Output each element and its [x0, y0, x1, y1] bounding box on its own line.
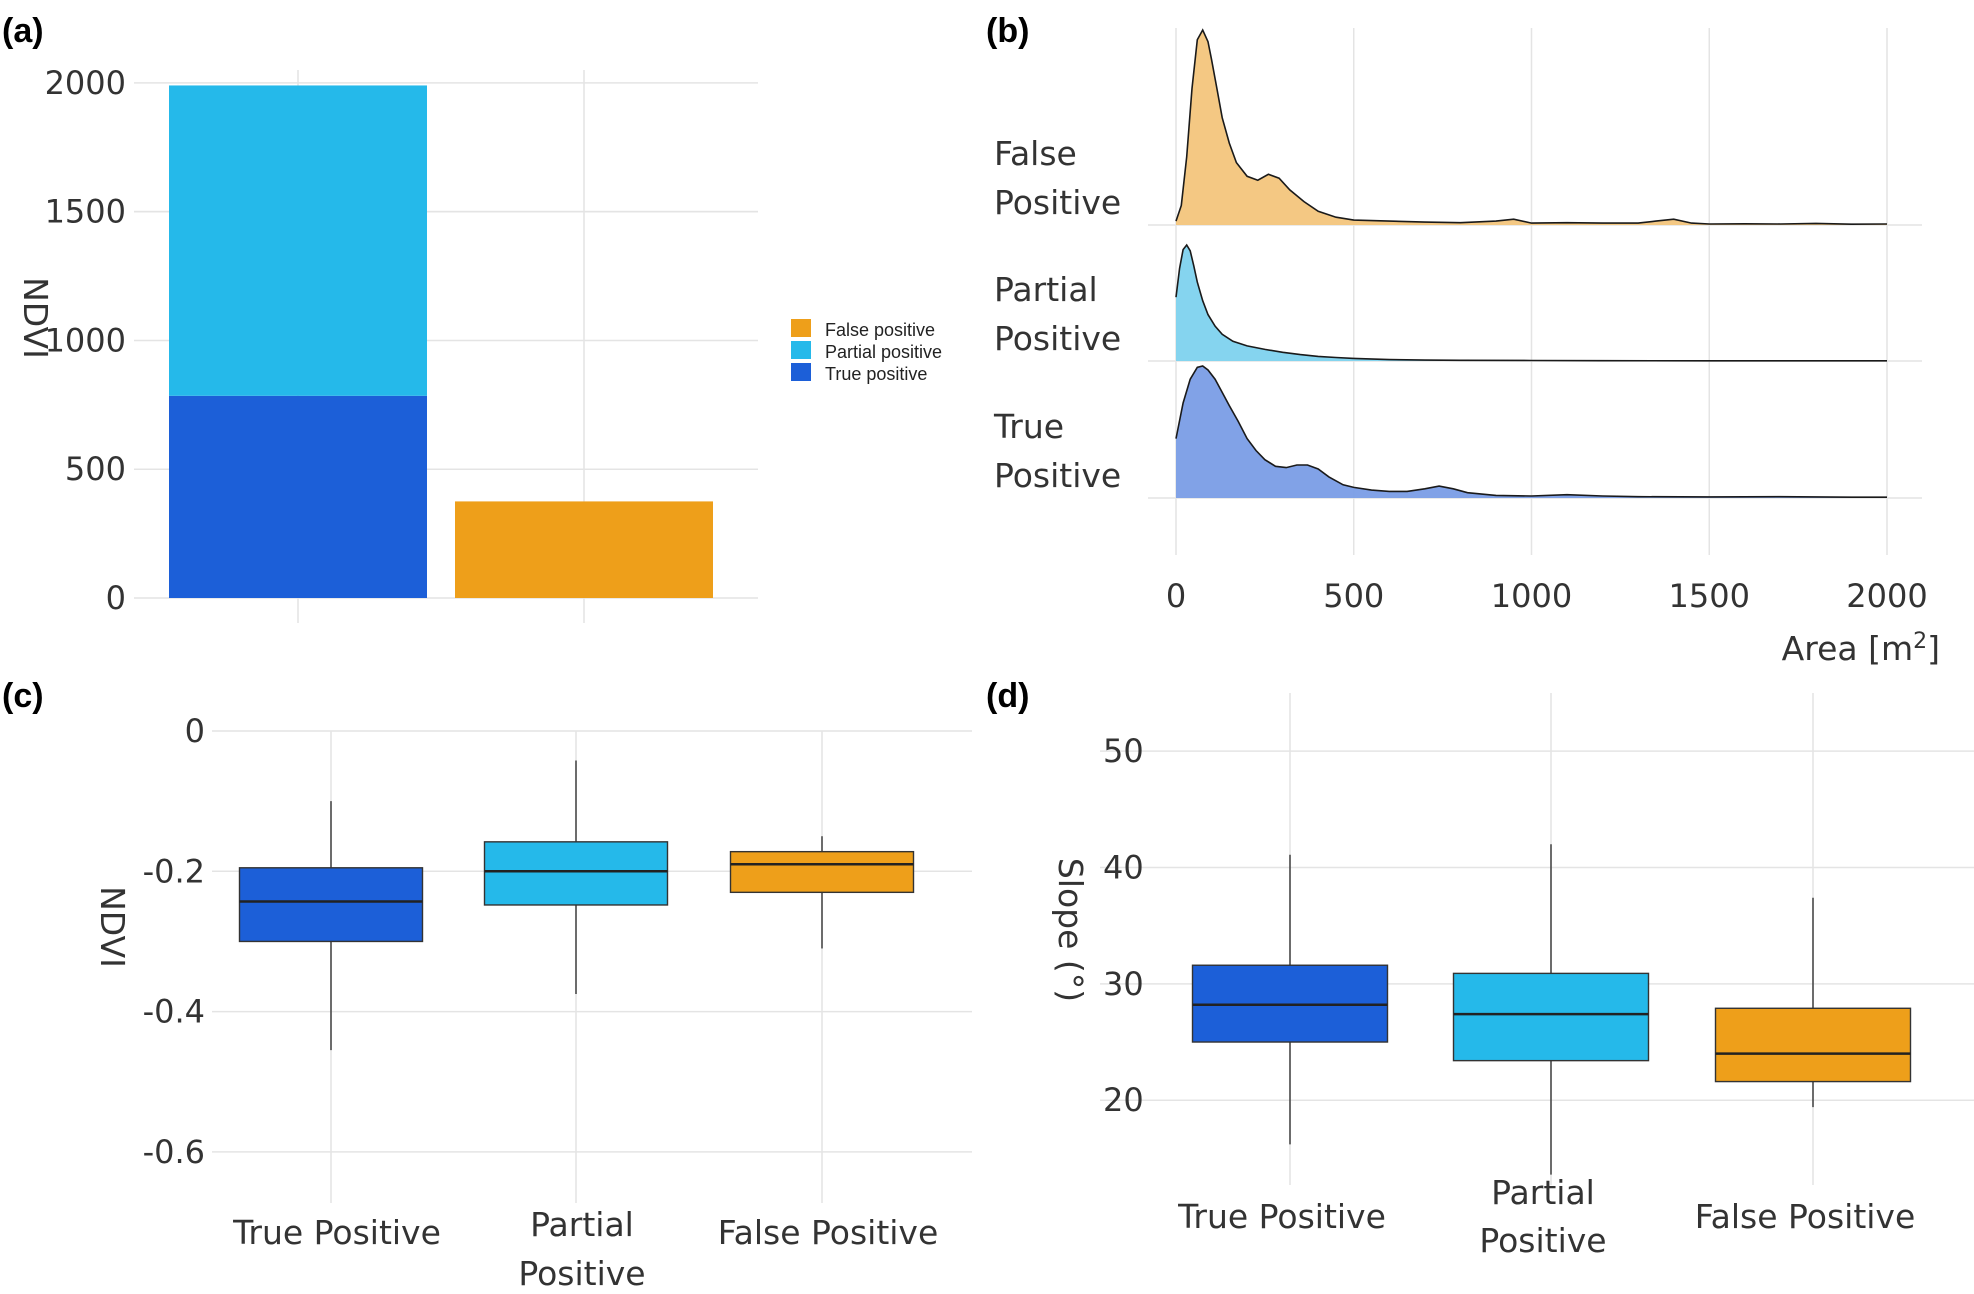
panel-d-category-label: False Positive — [1695, 1197, 1916, 1236]
panel-c-category-label: Partial — [530, 1205, 634, 1244]
panel-d-y-tick-label: 30 — [1103, 965, 1144, 1003]
panel-a-bar-partial-positive — [169, 85, 427, 396]
panel-c-box — [238, 867, 424, 943]
panel-a-bar-false-positive — [455, 501, 713, 598]
panel-b-density-area-1 — [1176, 245, 1887, 361]
panel-b-x-axis-title-main: Area [m — [1782, 629, 1913, 668]
panel-b-x-tick-label: 2000 — [1846, 577, 1927, 615]
panel-a-y-tick-label: 2000 — [45, 64, 126, 102]
panel-d-category-label: Positive — [1479, 1221, 1606, 1260]
panel-b-x-axis-title-end: ] — [1927, 629, 1940, 668]
legend-label-false-positive: False positive — [825, 320, 935, 340]
legend-swatch-false-positive — [791, 319, 811, 337]
panel-label-c: (c) — [2, 677, 44, 715]
panel-c-y-axis-title: NDVI — [93, 886, 132, 968]
panel-d-y-tick-label: 40 — [1103, 849, 1144, 887]
panel-b-ridgeline-density-chart: 0 500 1000 1500 2000 False Positive Partial Posi… — [993, 28, 1928, 615]
panel-c-y-tick-label: -0.6 — [143, 1133, 205, 1171]
panel-d-category-label: True Positive — [1177, 1197, 1386, 1236]
panel-c-category-label: Positive — [518, 1254, 645, 1293]
panel-a-y-tick-label: 1000 — [45, 321, 126, 359]
panel-b-density-area-0 — [1176, 30, 1887, 225]
panel-b-ridge-label: False — [994, 134, 1077, 173]
panel-b-ridge-label: Partial — [994, 270, 1098, 309]
panel-c-box — [483, 841, 669, 906]
panel-c-y-tick-label: -0.4 — [143, 993, 205, 1031]
panel-c-y-tick-label: -0.2 — [143, 852, 205, 890]
panel-a-y-tick-label: 500 — [65, 450, 126, 488]
panel-b-ridge-label: Positive — [994, 183, 1121, 222]
panel-b-ridge-label: Positive — [994, 456, 1121, 495]
panel-label-b: (b) — [986, 12, 1029, 50]
panel-b-density-line-2 — [1175, 365, 1887, 498]
panel-c-category-label: False Positive — [718, 1213, 939, 1252]
panel-d-y-tick-label: 50 — [1103, 732, 1144, 770]
panel-b-x-axis-title-sup: 2 — [1913, 629, 1927, 654]
panel-b-x-tick-label: 1500 — [1669, 577, 1750, 615]
panel-d-box — [1452, 972, 1650, 1062]
panel-a-y-axis-title: NDVI — [16, 277, 55, 359]
panel-a-stacked-bar-chart: 0 500 1000 1500 2000 — [45, 64, 758, 623]
panel-b-density-line-0 — [1175, 28, 1888, 226]
panel-b-ridge-label: True — [993, 407, 1064, 446]
panel-d-box — [1714, 1007, 1912, 1083]
panel-b-x-tick-label: 500 — [1323, 577, 1384, 615]
panel-b-x-axis-title: Area [m2] — [1782, 629, 1940, 668]
panel-c-ndvi-boxplot: 0 -0.2 -0.4 -0.6 True Positive Partial Positiv… — [143, 712, 972, 1293]
panel-d-slope-boxplot: 20 30 40 50 True Positive Partial Positive Fals… — [1100, 693, 1974, 1260]
panel-b-x-tick-label: 0 — [1166, 577, 1186, 615]
panel-a-bar-true-positive — [169, 395, 427, 598]
panel-b-ridge-label: Positive — [994, 319, 1121, 358]
legend-label-partial-positive: Partial positive — [825, 342, 942, 362]
legend-swatch-partial-positive — [791, 341, 811, 359]
panel-a-y-tick-label: 0 — [106, 579, 126, 617]
panel-c-box — [729, 850, 915, 894]
panel-d-y-axis-title: Slope (°) — [1051, 858, 1090, 1002]
panel-b-density-area-2 — [1176, 366, 1887, 498]
panel-b-density-line-1 — [1175, 243, 1887, 362]
panel-b-x-tick-label: 1000 — [1491, 577, 1572, 615]
panel-label-a: (a) — [2, 12, 44, 50]
legend-swatch-true-positive — [791, 363, 811, 381]
panel-c-y-tick-label: 0 — [185, 712, 205, 750]
panel-c-category-label: True Positive — [232, 1213, 441, 1252]
legend-label-true-positive: True positive — [825, 364, 927, 384]
panel-d-y-tick-label: 20 — [1103, 1081, 1144, 1119]
panel-d-category-label: Partial — [1491, 1173, 1595, 1212]
panel-a-y-tick-label: 1500 — [45, 193, 126, 231]
panel-label-d: (d) — [986, 677, 1029, 715]
panel-a-legend: False positive Partial positive True pos… — [791, 319, 942, 384]
